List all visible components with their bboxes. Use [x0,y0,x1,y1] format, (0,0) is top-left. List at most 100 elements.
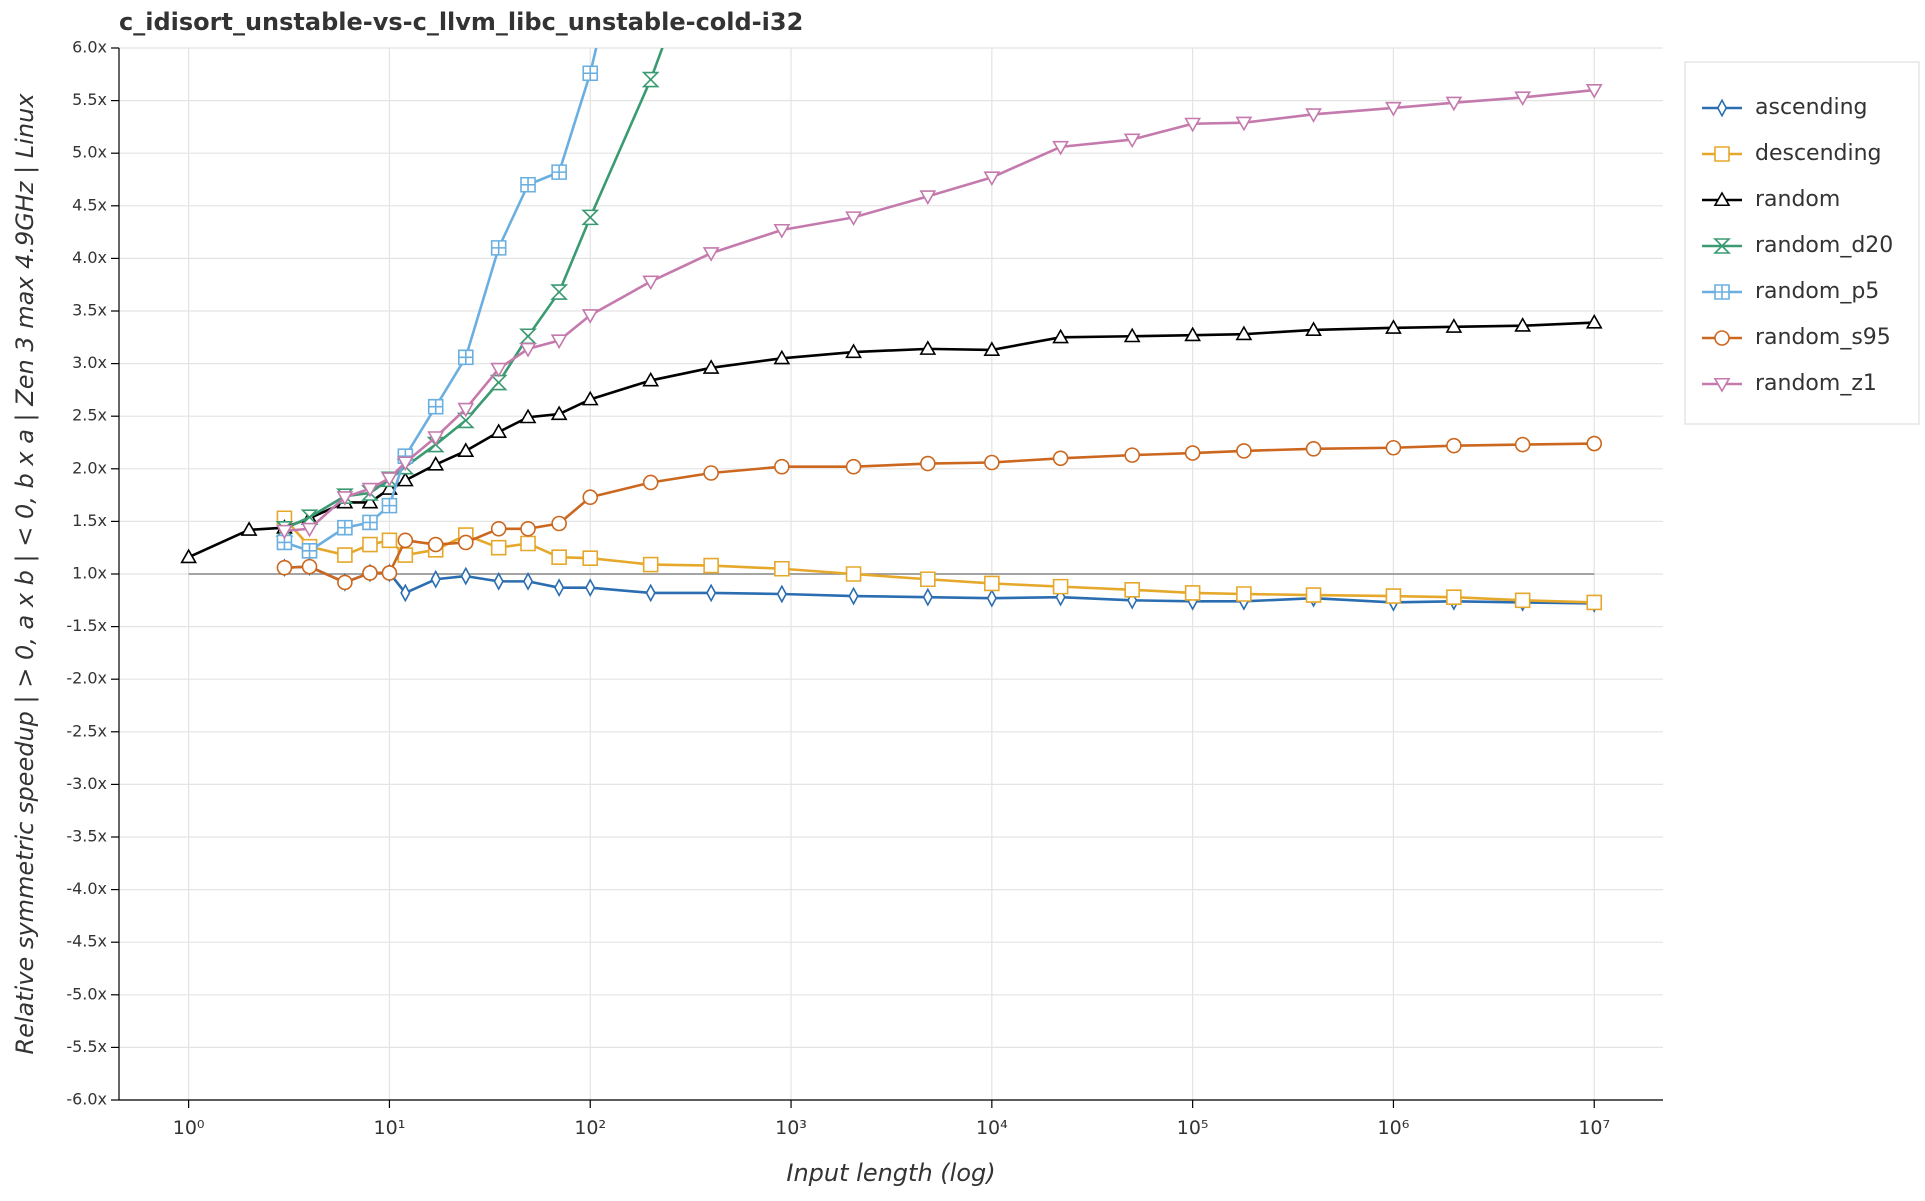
marker [1124,581,1140,598]
y-tick-label: 2.0x [72,458,107,477]
marker [1236,586,1252,602]
legend-label: ascending [1755,95,1868,120]
y-tick-label: 3.0x [72,353,107,372]
marker [427,431,445,446]
marker [1514,91,1532,107]
marker [381,532,398,549]
y-tick-label: 3.5x [72,301,107,320]
axes: 6.0x 5.5x 5.0x 4.5x 4.0x 3.5x 3.0x 2.5x 2.0x 1.5x… [66,38,1663,1139]
marker [845,343,862,359]
marker [336,491,354,506]
marker [1585,313,1603,329]
marker [301,558,318,575]
marker [397,532,414,549]
y-axis-label: Relative symmetric speedup | > 0, a x b … [11,93,39,1055]
legend-label: descending [1755,141,1882,166]
marker [920,571,936,588]
marker [984,575,1000,592]
marker [582,550,599,567]
marker [1385,101,1402,117]
marker [774,560,790,577]
y-tick-label: -3.0x [66,774,107,793]
marker [427,455,445,471]
marker [1123,327,1141,343]
marker [702,247,720,262]
marker [1586,435,1603,452]
y-tick-label: -5.0x [66,984,107,1003]
y-tick-label: -1.5x [66,616,107,635]
marker [551,164,567,180]
legend: ascending descending random random_d20rando… [1702,95,1893,396]
marker [457,402,475,418]
marker [1586,594,1603,611]
marker [520,535,536,552]
y-tick-label: 2.5x [72,406,107,425]
marker [845,566,862,582]
x-tick-label: 10⁶ [1378,1117,1410,1139]
marker [519,342,537,358]
marker [490,520,507,537]
marker [581,209,600,226]
marker [180,548,198,564]
marker [581,309,599,324]
marker [396,456,414,472]
marker [1305,441,1322,457]
marker [1184,585,1201,601]
marker [1514,317,1532,332]
y-tick-label: 5.0x [72,143,107,162]
marker [920,455,936,472]
marker [1124,447,1140,463]
x-tick-label: 10⁵ [1177,1117,1209,1139]
marker [919,190,937,205]
y-tick-label: 4.5x [72,195,107,214]
y-tick-label: -3.5x [66,827,107,846]
marker [1714,330,1730,346]
marker [362,565,378,581]
marker [1713,377,1731,393]
marker [703,557,719,574]
marker [642,371,660,387]
marker [582,65,599,82]
marker [396,471,414,487]
marker [582,489,599,506]
marker [1305,321,1322,336]
marker [337,547,353,563]
marker [641,71,660,88]
marker [1385,439,1402,456]
y-tick-label: -6.0x [66,1090,107,1109]
marker [773,223,791,239]
marker [1385,588,1402,604]
marker [554,578,565,598]
y-tick-label: -2.5x [66,721,107,740]
marker [919,340,937,355]
x-tick-label: 10³ [775,1117,807,1139]
marker [845,211,862,226]
marker [551,549,567,565]
y-tick-label: -2.0x [66,669,107,688]
marker [1235,116,1253,132]
marker [1184,326,1202,342]
marker [581,390,599,406]
marker [1052,450,1069,467]
marker [550,334,568,350]
marks [180,48,1603,613]
marker [301,543,318,559]
marker [983,171,1001,187]
y-tick-label: -4.5x [66,932,107,951]
marker [1236,443,1252,459]
marker [702,359,720,374]
marker [362,514,378,531]
marker [986,588,997,608]
legend-label: random_s95 [1755,325,1891,350]
legend-label: random_z1 [1755,371,1877,396]
marker [240,521,258,536]
marker [519,408,537,424]
marker [276,524,293,540]
marker [1446,589,1462,605]
marker [1714,146,1730,162]
y-tick-label: 6.0x [72,38,107,57]
marker [522,571,534,591]
marker [1716,98,1728,118]
marker [276,559,293,576]
